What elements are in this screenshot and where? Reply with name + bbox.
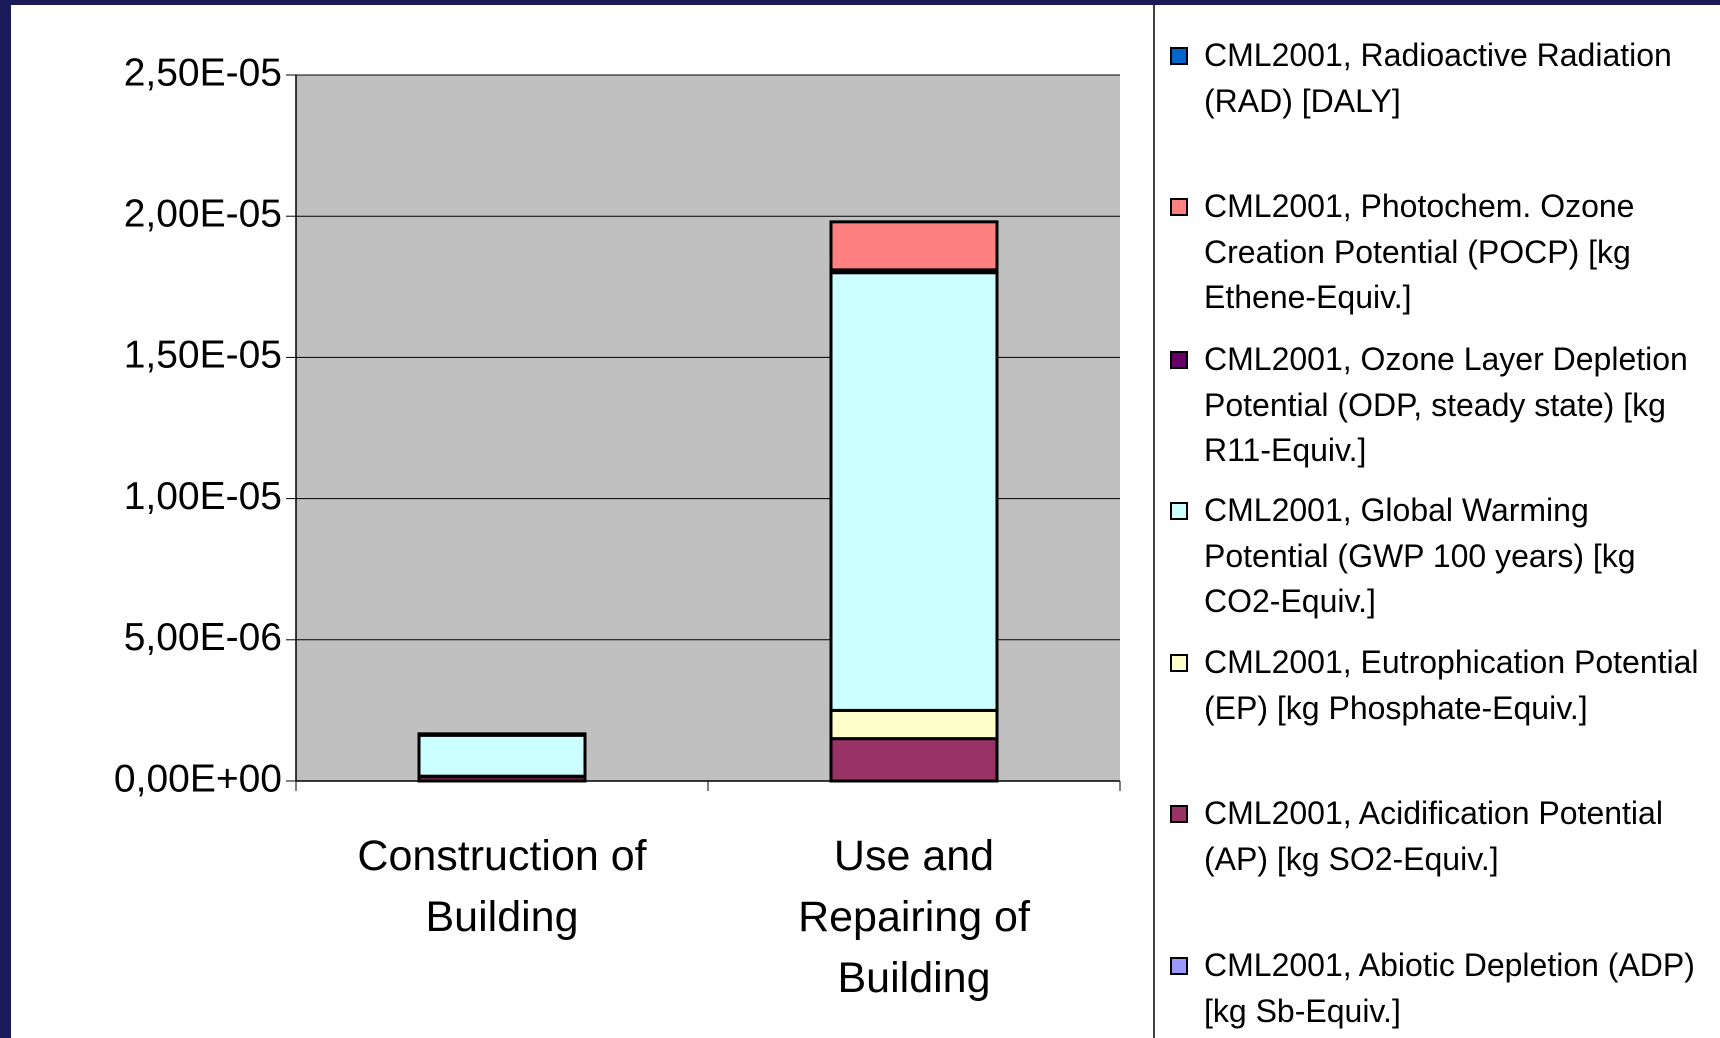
legend-item: CML2001, Global Warming Potential (GWP 1…: [1170, 488, 1710, 625]
legend-item: CML2001, Radioactive Radiation (RAD) [DA…: [1170, 33, 1710, 124]
legend-item: CML2001, Photochem. Ozone Creation Poten…: [1170, 184, 1710, 321]
legend-swatch: [1170, 198, 1188, 216]
legend-swatch: [1170, 957, 1188, 975]
bar-segment: [417, 732, 587, 737]
legend-swatch: [1170, 502, 1188, 520]
x-tick-label: Construction of Building: [357, 832, 647, 941]
bar-segment: [829, 271, 999, 712]
y-tick-label: 2,00E-05: [124, 192, 282, 235]
y-tick-label: 2,50E-05: [124, 51, 282, 94]
y-tick-label: 1,50E-05: [124, 334, 282, 377]
legend-swatch: [1170, 805, 1188, 823]
bar-segment: [829, 737, 999, 783]
bar-segment: [417, 733, 587, 778]
legend-item: CML2001, Eutrophication Potential (EP) […: [1170, 640, 1710, 731]
legend-swatch: [1170, 654, 1188, 672]
y-tick-label: 0,00E+00: [114, 757, 282, 800]
legend-swatch: [1170, 351, 1188, 369]
bar-segment: [829, 220, 999, 272]
x-tick-label: Use and Repairing of Building: [798, 832, 1030, 1002]
bar-segment: [829, 708, 999, 741]
legend-item: CML2001, Abiotic Depletion (ADP) [kg Sb-…: [1170, 943, 1710, 1034]
y-tick-label: 1,00E-05: [124, 475, 282, 518]
legend-swatch: [1170, 47, 1188, 65]
legend-item: CML2001, Acidification Potential (AP) [k…: [1170, 791, 1710, 882]
y-tick-label: 5,00E-06: [124, 616, 282, 659]
legend-item: CML2001, Ozone Layer Depletion Potential…: [1170, 337, 1710, 474]
